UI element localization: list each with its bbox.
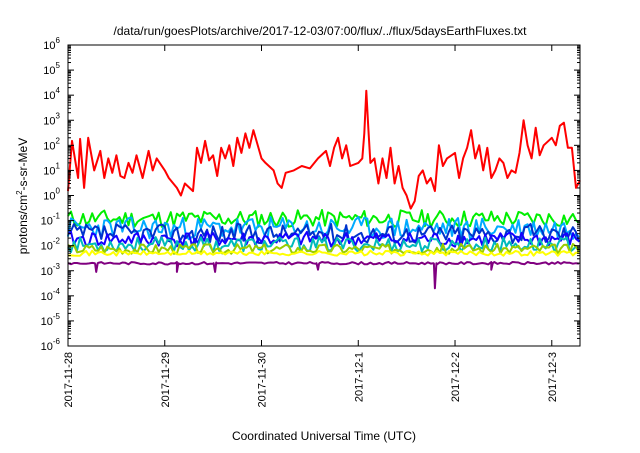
y-tick-label: 10-5 <box>41 312 61 328</box>
y-axis-label: protons/cm2-s-sr-MeV <box>15 138 30 254</box>
y-tick-label: 103 <box>43 111 60 127</box>
series-line <box>67 236 580 254</box>
series-line <box>67 209 580 229</box>
y-axis-label-sup: 2 <box>15 190 24 195</box>
y-axis: 10-6 10-5 10-4 10-3 10-2 10-1 100 101 102 103 104 1… <box>41 36 580 353</box>
y-tick-label: 105 <box>43 61 60 77</box>
y-axis-label-rest: -s-sr-MeV <box>16 138 30 191</box>
series-line <box>67 230 580 248</box>
x-tick-label: 2017-12-1 <box>353 352 365 402</box>
y-tick-label: 10-4 <box>41 287 61 303</box>
y-tick-label: 10-2 <box>41 237 61 253</box>
series-line <box>67 261 580 290</box>
y-tick-label: 100 <box>43 187 60 203</box>
chart-title: /data/run/goesPlots/archive/2017-12-03/0… <box>114 24 528 38</box>
x-axis-label: Coordinated Universal Time (UTC) <box>232 429 416 443</box>
plot-frame <box>67 44 581 347</box>
y-tick-label: 10-1 <box>41 212 61 228</box>
x-tick-label: 2017-12-3 <box>547 352 559 402</box>
x-tick-label: 2017-11-30 <box>257 352 269 407</box>
x-axis: 2017-11-28 2017-11-29 2017-11-30 2017-12-1 2… <box>63 45 559 407</box>
series-group <box>67 89 581 290</box>
x-tick-label: 2017-12-2 <box>450 352 462 402</box>
y-tick-label: 106 <box>43 36 60 52</box>
y-tick-label: 10-6 <box>41 337 61 353</box>
y-tick-label: 104 <box>43 86 60 102</box>
y-tick-label: 101 <box>43 161 60 177</box>
x-tick-label: 2017-11-28 <box>63 352 75 407</box>
series-line <box>67 89 581 210</box>
series-line <box>67 216 580 241</box>
y-tick-label: 102 <box>43 136 60 152</box>
y-tick-label: 10-3 <box>41 262 61 278</box>
x-tick-label: 2017-11-29 <box>160 352 172 407</box>
series-line <box>67 242 580 255</box>
series-line <box>67 249 580 257</box>
y-axis-label-base: protons/cm <box>16 195 30 254</box>
